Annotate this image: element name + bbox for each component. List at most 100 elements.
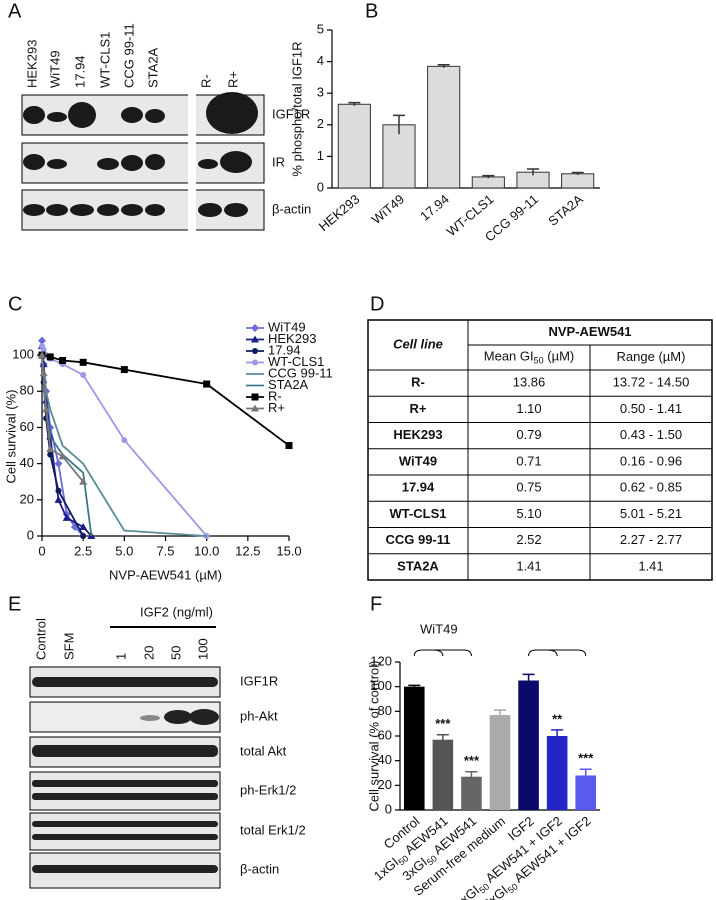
bracket bbox=[528, 649, 587, 657]
y-tick-label: 1 bbox=[317, 148, 324, 163]
error-bar bbox=[551, 729, 564, 743]
legend-label: HEK293 bbox=[268, 331, 316, 346]
marker bbox=[54, 459, 63, 468]
significance: *** bbox=[464, 753, 480, 768]
marker bbox=[79, 477, 88, 485]
legend-label: CCG 99-11 bbox=[268, 365, 333, 380]
lane-label: CCG 99-11 bbox=[121, 23, 136, 88]
legend-label: R+ bbox=[268, 400, 285, 415]
table-cell: R+ bbox=[410, 401, 427, 416]
error-bar bbox=[408, 684, 421, 688]
row-label: ph-Akt bbox=[240, 708, 278, 723]
group-label: IGF2 (ng/ml) bbox=[140, 604, 213, 619]
marker bbox=[79, 358, 87, 366]
table-header: Range (µM) bbox=[617, 349, 686, 364]
marker bbox=[46, 353, 54, 361]
blot-gap bbox=[188, 90, 196, 235]
row-label: β-actin bbox=[272, 201, 311, 216]
x-tick-label-sub: 50 bbox=[425, 854, 439, 868]
table-header-part: (µM) bbox=[544, 349, 575, 364]
table-header-sub: 50 bbox=[534, 356, 544, 366]
lane-label: R+ bbox=[225, 71, 240, 88]
x-label: NVP-AEW541 (µM) bbox=[109, 567, 222, 582]
x-tick-label: 5.0 bbox=[115, 543, 133, 558]
legend-label: WT-CLS1 bbox=[268, 354, 324, 369]
table-header: NVP-AEW541 bbox=[548, 324, 631, 339]
bar bbox=[546, 736, 568, 810]
legend-label: WiT49 bbox=[268, 319, 306, 334]
y-tick-label: 80 bbox=[20, 383, 34, 398]
bar bbox=[561, 173, 595, 189]
marker bbox=[251, 404, 259, 412]
x-tick-label-part: 1xGI bbox=[452, 883, 483, 900]
table-header: Mean GI50 (µM) bbox=[484, 349, 574, 366]
bar bbox=[575, 775, 596, 810]
y-label: Cell survival (%) bbox=[3, 390, 18, 484]
y-tick-label: 40 bbox=[378, 752, 392, 767]
y-tick-label: 0 bbox=[317, 179, 324, 194]
row-label: IR bbox=[272, 154, 285, 169]
y-tick-label: 60 bbox=[20, 419, 34, 434]
marker bbox=[80, 371, 87, 378]
dose-label: 50 bbox=[168, 646, 183, 660]
x-tick-label: HEK293 bbox=[316, 191, 363, 234]
bar bbox=[518, 680, 539, 810]
lane-label: WiT49 bbox=[47, 50, 62, 88]
y-tick-label: 0 bbox=[385, 801, 392, 816]
table-cell: CCG 99-11 bbox=[385, 532, 450, 547]
error-bar bbox=[465, 771, 478, 782]
marker bbox=[38, 351, 46, 359]
marker bbox=[46, 445, 55, 453]
error-bar bbox=[494, 709, 506, 720]
x-tick-label: 0 bbox=[38, 543, 45, 558]
bracket bbox=[413, 649, 472, 657]
axis bbox=[331, 30, 600, 189]
table-cell: 0.79 bbox=[516, 427, 541, 442]
marker bbox=[252, 359, 258, 366]
row-label: ph-Erk1/2 bbox=[240, 782, 296, 797]
table-cell: 0.16 - 0.96 bbox=[620, 453, 682, 468]
y-tick-label: 5 bbox=[317, 21, 324, 36]
x-tick-label: 17.94 bbox=[417, 191, 452, 223]
y-tick-label: 80 bbox=[378, 703, 392, 718]
table-cell: 0.50 - 1.41 bbox=[620, 401, 682, 416]
error-bar bbox=[437, 64, 450, 68]
marker bbox=[62, 513, 71, 521]
bar bbox=[432, 739, 454, 810]
marker bbox=[251, 393, 259, 401]
panel-label: A bbox=[8, 0, 22, 22]
y-tick-label: 100 bbox=[370, 678, 392, 693]
panel-label: F bbox=[370, 593, 382, 615]
x-tick-label: 7.5 bbox=[156, 543, 174, 558]
panel-label: E bbox=[8, 593, 21, 615]
legend-label: 17.94 bbox=[268, 342, 301, 357]
table-cell: 2.52 bbox=[516, 532, 541, 547]
marker bbox=[252, 348, 258, 354]
panel-label: B bbox=[365, 0, 378, 22]
x-tick-label-sub: 50 bbox=[397, 854, 411, 868]
error-bar bbox=[579, 768, 592, 782]
error-bar bbox=[527, 168, 539, 176]
marker bbox=[40, 346, 47, 353]
table-cell: 1.10 bbox=[516, 401, 541, 416]
marker bbox=[251, 335, 259, 343]
dose-label: 1 bbox=[113, 653, 128, 660]
row-label: total Akt bbox=[240, 743, 287, 758]
table-cell: 13.72 - 14.50 bbox=[613, 375, 690, 390]
significance: ** bbox=[552, 711, 563, 726]
row-label: IGF1R bbox=[272, 106, 310, 121]
y-tick-label: 60 bbox=[378, 727, 392, 742]
x-tick-label: 10.0 bbox=[194, 543, 219, 558]
bar bbox=[489, 715, 511, 810]
bands bbox=[23, 92, 258, 217]
y-tick-label: 100 bbox=[12, 347, 34, 362]
error-bar bbox=[393, 114, 405, 135]
table-header: Cell line bbox=[393, 336, 443, 351]
dose-label: 20 bbox=[141, 646, 156, 660]
y-tick-label: 20 bbox=[378, 777, 392, 792]
panel-label: D bbox=[370, 293, 384, 315]
bar bbox=[427, 65, 461, 189]
table-cell: 0.71 bbox=[516, 453, 541, 468]
row-label: IGF1R bbox=[240, 673, 278, 688]
